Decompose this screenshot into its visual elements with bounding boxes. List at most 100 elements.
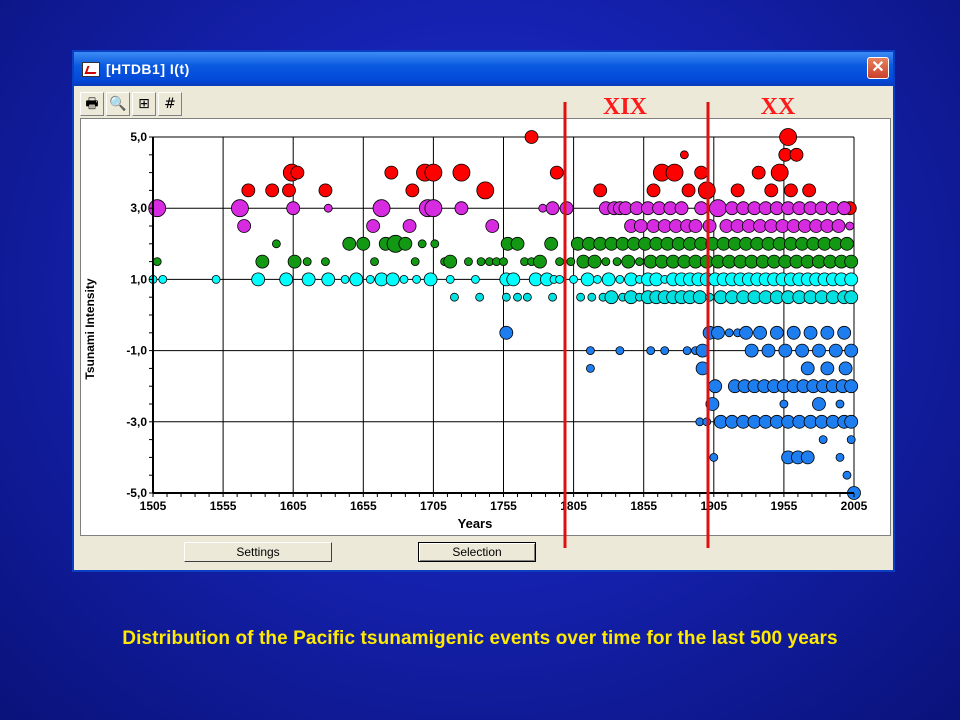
event-point: [694, 165, 709, 180]
event-point: [524, 130, 539, 144]
grid-fine-icon[interactable]: #: [158, 92, 182, 116]
event-point: [255, 254, 270, 269]
x-tick-label: 1655: [350, 499, 377, 513]
event-point: [812, 343, 826, 358]
event-point: [615, 346, 625, 356]
event-point: [452, 163, 471, 182]
close-button[interactable]: ✕: [867, 57, 889, 79]
event-point: [709, 452, 719, 462]
window-title: [HTDB1] I(t): [106, 61, 190, 77]
event-point: [513, 292, 522, 302]
event-point: [724, 328, 734, 338]
event-point: [251, 272, 266, 287]
event-point: [695, 343, 710, 358]
event-point: [803, 325, 818, 340]
event-point: [318, 183, 333, 198]
event-point: [287, 254, 302, 269]
event-point: [342, 236, 357, 251]
event-point: [405, 183, 420, 198]
event-point: [559, 201, 574, 216]
event-point: [708, 379, 723, 394]
scatter-chart: 1505 1555 1605 1655 1705 1755 1805 1855 1905 1955…: [83, 128, 868, 531]
bottom-bar: Settings Selection: [80, 536, 891, 568]
event-point: [443, 254, 458, 269]
event-point: [840, 236, 854, 251]
event-point: [744, 343, 759, 358]
event-point: [635, 257, 644, 267]
event-point: [499, 325, 514, 340]
printer-icon[interactable]: 🖶: [80, 92, 104, 116]
event-point: [694, 201, 709, 216]
event-point: [660, 346, 670, 356]
event-point: [302, 257, 312, 267]
event-point: [612, 257, 622, 267]
event-point: [282, 183, 296, 198]
event-point: [587, 254, 602, 269]
event-point: [695, 361, 710, 376]
event-point: [802, 183, 817, 198]
event-point: [286, 201, 301, 216]
x-tick-label: 1705: [420, 499, 447, 513]
event-point: [601, 272, 616, 287]
selection-button[interactable]: Selection: [418, 542, 536, 562]
event-point: [522, 292, 532, 302]
event-point: [820, 361, 835, 376]
event-point: [778, 343, 793, 358]
event-point: [402, 219, 417, 233]
event-point: [385, 272, 400, 287]
x-tick-label: 1805: [560, 499, 587, 513]
event-point: [800, 361, 815, 376]
event-point: [241, 183, 256, 198]
event-point: [751, 165, 766, 180]
grid-coarse-icon[interactable]: ⊞: [132, 92, 156, 116]
event-point: [646, 183, 661, 198]
event-point: [476, 257, 486, 267]
app-icon: [82, 62, 100, 77]
event-point: [370, 257, 379, 267]
zoom-icon[interactable]: 🔍: [106, 92, 130, 116]
event-point: [593, 183, 608, 198]
event-point: [501, 292, 511, 302]
event-point: [702, 417, 712, 427]
event-point: [764, 183, 779, 198]
event-point: [576, 292, 586, 302]
event-point: [779, 128, 798, 146]
event-point: [506, 272, 521, 287]
event-point: [533, 254, 547, 269]
event-point: [544, 236, 559, 251]
event-point: [828, 343, 843, 358]
event-point: [688, 219, 703, 233]
title-bar[interactable]: [HTDB1] I(t) ✕: [74, 52, 893, 86]
event-point: [769, 325, 784, 340]
event-point: [450, 292, 459, 302]
event-point: [398, 236, 413, 251]
event-point: [158, 274, 168, 284]
event-point: [681, 183, 696, 198]
event-point: [424, 199, 443, 218]
event-point: [340, 274, 350, 284]
event-point: [674, 201, 689, 216]
event-point: [679, 150, 689, 160]
event-point: [646, 346, 656, 356]
event-point: [412, 274, 421, 284]
event-point: [812, 397, 826, 411]
settings-button[interactable]: Settings: [184, 542, 332, 562]
event-point: [800, 450, 815, 465]
event-point: [471, 274, 480, 284]
event-point: [384, 165, 399, 180]
event-point: [730, 183, 745, 198]
event-point: [665, 163, 684, 182]
event-point: [844, 379, 859, 394]
event-point: [566, 257, 576, 267]
x-tick-label: 1555: [210, 499, 237, 513]
event-point: [356, 236, 371, 251]
event-point: [410, 257, 420, 267]
event-point: [837, 325, 852, 340]
event-point: [548, 292, 557, 302]
chart-axes: 1505 1555 1605 1655 1705 1755 1805 1855 1905 1955…: [126, 130, 867, 513]
y-tick-label: -5,0: [126, 486, 147, 500]
event-point: [586, 363, 595, 373]
x-tick-label: 1955: [771, 499, 798, 513]
event-point: [237, 219, 252, 233]
event-point: [555, 257, 564, 267]
